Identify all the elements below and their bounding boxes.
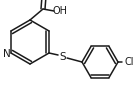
Text: N: N [3, 49, 11, 59]
Text: OH: OH [52, 6, 67, 16]
Text: S: S [60, 52, 66, 62]
Text: Cl: Cl [124, 57, 134, 67]
